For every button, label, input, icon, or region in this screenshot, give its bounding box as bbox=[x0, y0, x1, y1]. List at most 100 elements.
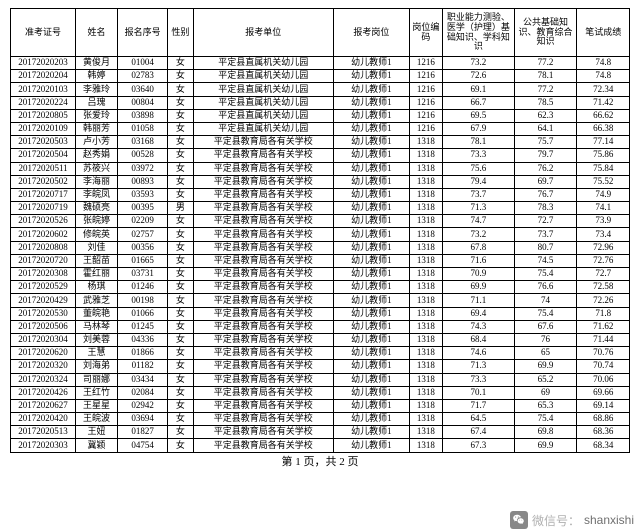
table-cell: 幼儿教师1 bbox=[334, 149, 410, 162]
header-cell-1: 姓名 bbox=[76, 9, 118, 57]
table-cell: 69.4 bbox=[443, 307, 514, 320]
table-cell: 1318 bbox=[409, 294, 443, 307]
table-cell: 20172020420 bbox=[11, 413, 76, 426]
table-cell: 1216 bbox=[409, 57, 443, 70]
table-cell: 平定县教育局各有关学校 bbox=[193, 149, 334, 162]
table-cell: 平定县教育局各有关学校 bbox=[193, 215, 334, 228]
table-cell: 70.76 bbox=[577, 347, 630, 360]
table-cell: 刘海弟 bbox=[76, 360, 118, 373]
table-cell: 20172020503 bbox=[11, 136, 76, 149]
table-cell: 女 bbox=[168, 268, 193, 281]
table-body: 20172020203黄俊月01004女平定县直属机关幼儿园幼儿教师112167… bbox=[11, 57, 630, 453]
table-cell: 幼儿教师1 bbox=[334, 386, 410, 399]
table-cell: 1318 bbox=[409, 439, 443, 452]
table-cell: 20172020429 bbox=[11, 294, 76, 307]
table-cell: 00804 bbox=[118, 96, 168, 109]
table-cell: 62.3 bbox=[514, 109, 577, 122]
table-cell: 20172020620 bbox=[11, 347, 76, 360]
table-cell: 女 bbox=[168, 136, 193, 149]
table-cell: 71.42 bbox=[577, 96, 630, 109]
table-cell: 赵秀娟 bbox=[76, 149, 118, 162]
table-cell: 75.4 bbox=[514, 307, 577, 320]
table-cell: 67.9 bbox=[443, 122, 514, 135]
table-cell: 76.2 bbox=[514, 162, 577, 175]
table-cell: 女 bbox=[168, 57, 193, 70]
table-cell: 平定县教育局各有关学校 bbox=[193, 268, 334, 281]
table-cell: 幼儿教师1 bbox=[334, 281, 410, 294]
table-cell: 66.62 bbox=[577, 109, 630, 122]
table-row: 20172020602修皖英02757女平定县教育局各有关学校幼儿教师11318… bbox=[11, 228, 630, 241]
table-cell: 幼儿教师1 bbox=[334, 162, 410, 175]
header-cell-7: 职业能力测验、医学（护理）基础知识、学科知识 bbox=[443, 9, 514, 57]
table-cell: 03640 bbox=[118, 83, 168, 96]
table-cell: 1318 bbox=[409, 175, 443, 188]
table-cell: 1318 bbox=[409, 333, 443, 346]
table-cell: 01058 bbox=[118, 122, 168, 135]
table-cell: 平定县教育局各有关学校 bbox=[193, 202, 334, 215]
table-cell: 66.38 bbox=[577, 122, 630, 135]
table-cell: 1318 bbox=[409, 386, 443, 399]
table-cell: 女 bbox=[168, 215, 193, 228]
table-cell: 03898 bbox=[118, 109, 168, 122]
table-cell: 00198 bbox=[118, 294, 168, 307]
table-cell: 李皖凤 bbox=[76, 188, 118, 201]
table-cell: 69.9 bbox=[514, 360, 577, 373]
table-cell: 01182 bbox=[118, 360, 168, 373]
table-cell: 女 bbox=[168, 294, 193, 307]
table-cell: 1318 bbox=[409, 254, 443, 267]
table-cell: 20172020719 bbox=[11, 202, 76, 215]
table-row: 20172020303冀颖04754女平定县教育局各有关学校幼儿教师113186… bbox=[11, 439, 630, 452]
table-cell: 平定县教育局各有关学校 bbox=[193, 162, 334, 175]
table-cell: 20172020304 bbox=[11, 333, 76, 346]
table-row: 20172020204韩婷02783女平定县直属机关幼儿园幼儿教师1121672… bbox=[11, 70, 630, 83]
table-row: 20172020503卢小芳03168女平定县教育局各有关学校幼儿教师11318… bbox=[11, 136, 630, 149]
table-cell: 平定县教育局各有关学校 bbox=[193, 241, 334, 254]
table-cell: 平定县教育局各有关学校 bbox=[193, 386, 334, 399]
table-cell: 王星星 bbox=[76, 399, 118, 412]
table-cell: 74.7 bbox=[443, 215, 514, 228]
table-cell: 女 bbox=[168, 426, 193, 439]
table-row: 20172020426王红竹02084女平定县教育局各有关学校幼儿教师11318… bbox=[11, 386, 630, 399]
table-cell: 女 bbox=[168, 188, 193, 201]
table-cell: 70.1 bbox=[443, 386, 514, 399]
table-cell: 68.86 bbox=[577, 413, 630, 426]
table-cell: 女 bbox=[168, 399, 193, 412]
table-cell: 74.5 bbox=[514, 254, 577, 267]
table-cell: 幼儿教师1 bbox=[334, 228, 410, 241]
watermark-id: shanxishi bbox=[584, 513, 634, 527]
table-cell: 03972 bbox=[118, 162, 168, 175]
table-cell: 71.7 bbox=[443, 399, 514, 412]
table-cell: 20172020506 bbox=[11, 320, 76, 333]
table-cell: 20172020426 bbox=[11, 386, 76, 399]
table-cell: 1318 bbox=[409, 188, 443, 201]
table-cell: 74.8 bbox=[577, 57, 630, 70]
table-cell: 卢小芳 bbox=[76, 136, 118, 149]
table-row: 20172020720王韶苗01665女平定县教育局各有关学校幼儿教师11318… bbox=[11, 254, 630, 267]
table-cell: 80.7 bbox=[514, 241, 577, 254]
table-cell: 75.6 bbox=[443, 162, 514, 175]
header-cell-4: 报考单位 bbox=[193, 9, 334, 57]
table-cell: 平定县教育局各有关学校 bbox=[193, 373, 334, 386]
table-cell: 幼儿教师1 bbox=[334, 307, 410, 320]
table-cell: 平定县直属机关幼儿园 bbox=[193, 57, 334, 70]
table-cell: 幼儿教师1 bbox=[334, 215, 410, 228]
table-cell: 03434 bbox=[118, 373, 168, 386]
table-cell: 69.9 bbox=[443, 281, 514, 294]
table-cell: 修皖英 bbox=[76, 228, 118, 241]
table-cell: 72.6 bbox=[443, 70, 514, 83]
header-cell-6: 岗位编码 bbox=[409, 9, 443, 57]
table-cell: 03593 bbox=[118, 188, 168, 201]
table-cell: 李雅玲 bbox=[76, 83, 118, 96]
wechat-icon bbox=[510, 511, 528, 529]
table-cell: 女 bbox=[168, 307, 193, 320]
table-container: 准考证号姓名报名序号性别报考单位报考岗位岗位编码职业能力测验、医学（护理）基础知… bbox=[0, 0, 640, 470]
table-cell: 71.8 bbox=[577, 307, 630, 320]
table-cell: 73.2 bbox=[443, 57, 514, 70]
table-cell: 69 bbox=[514, 386, 577, 399]
table-cell: 67.8 bbox=[443, 241, 514, 254]
table-cell: 司丽娜 bbox=[76, 373, 118, 386]
table-cell: 幼儿教师1 bbox=[334, 426, 410, 439]
table-cell: 平定县直属机关幼儿园 bbox=[193, 122, 334, 135]
table-cell: 幼儿教师1 bbox=[334, 294, 410, 307]
table-cell: 韩婷 bbox=[76, 70, 118, 83]
